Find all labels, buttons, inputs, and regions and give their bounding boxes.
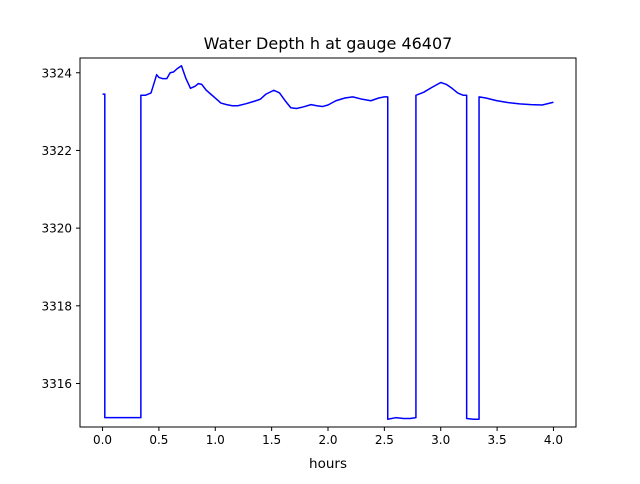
series-line-0 <box>102 65 554 420</box>
plot-area <box>80 58 576 427</box>
x-tick-label: 2.5 <box>375 433 394 447</box>
x-tick-label: 1.0 <box>206 433 225 447</box>
x-axis: 0.0 0.5 1.0 1.5 2.0 2.5 3.0 3.5 4.0 <box>93 427 563 447</box>
x-tick-label: 3.5 <box>488 433 507 447</box>
y-tick-label: 3320 <box>41 222 72 236</box>
x-axis-label: hours <box>309 456 347 472</box>
x-tick-label: 4.0 <box>544 433 563 447</box>
y-tick-label: 3316 <box>41 377 72 391</box>
series-layer <box>102 65 554 420</box>
x-tick-label: 0.5 <box>149 433 168 447</box>
x-tick-label: 0.0 <box>93 433 112 447</box>
x-tick-label: 1.5 <box>262 433 281 447</box>
y-tick-label: 3318 <box>41 299 72 313</box>
x-tick-label: 3.0 <box>431 433 450 447</box>
y-axis: 3316 3318 3320 3322 3324 <box>41 66 80 391</box>
chart-title: Water Depth h at gauge 46407 <box>204 34 453 53</box>
y-tick-label: 3324 <box>41 66 72 80</box>
y-tick-label: 3322 <box>41 144 72 158</box>
x-tick-label: 2.0 <box>318 433 337 447</box>
